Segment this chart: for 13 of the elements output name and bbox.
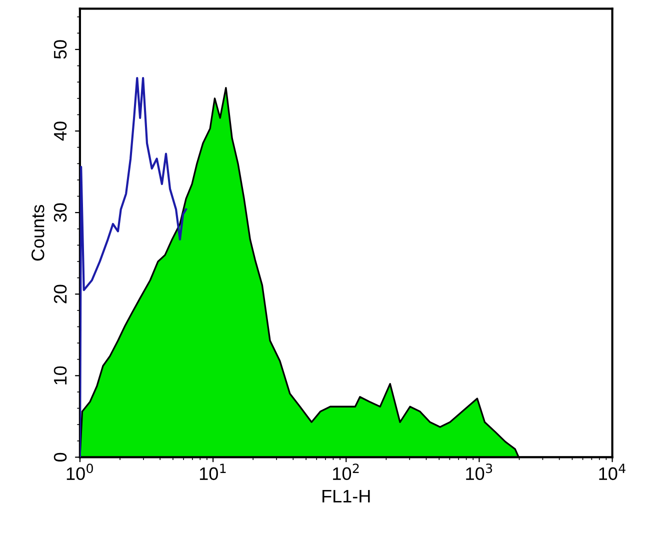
x-axis-title: FL1-H xyxy=(322,490,370,502)
x-tick-label: 10$^{3}$ xyxy=(466,464,492,480)
x-tick-label: 10$^{2}$ xyxy=(333,464,359,480)
x-tick-label: 10$^{0}$ xyxy=(66,464,93,480)
x-tick-label: 10$^{4}$ xyxy=(599,464,626,480)
y-axis-title: Counts xyxy=(31,204,44,261)
y-tick-label: 10 xyxy=(54,366,67,384)
x-tick-label: 10$^{1}$ xyxy=(200,464,226,480)
y-tick-label: 0 xyxy=(54,452,67,462)
y-tick-label: 50 xyxy=(54,40,67,59)
y-tick-label: 20 xyxy=(54,284,67,304)
y-tick-label: 40 xyxy=(54,122,67,141)
y-tick-label: 30 xyxy=(54,203,67,222)
